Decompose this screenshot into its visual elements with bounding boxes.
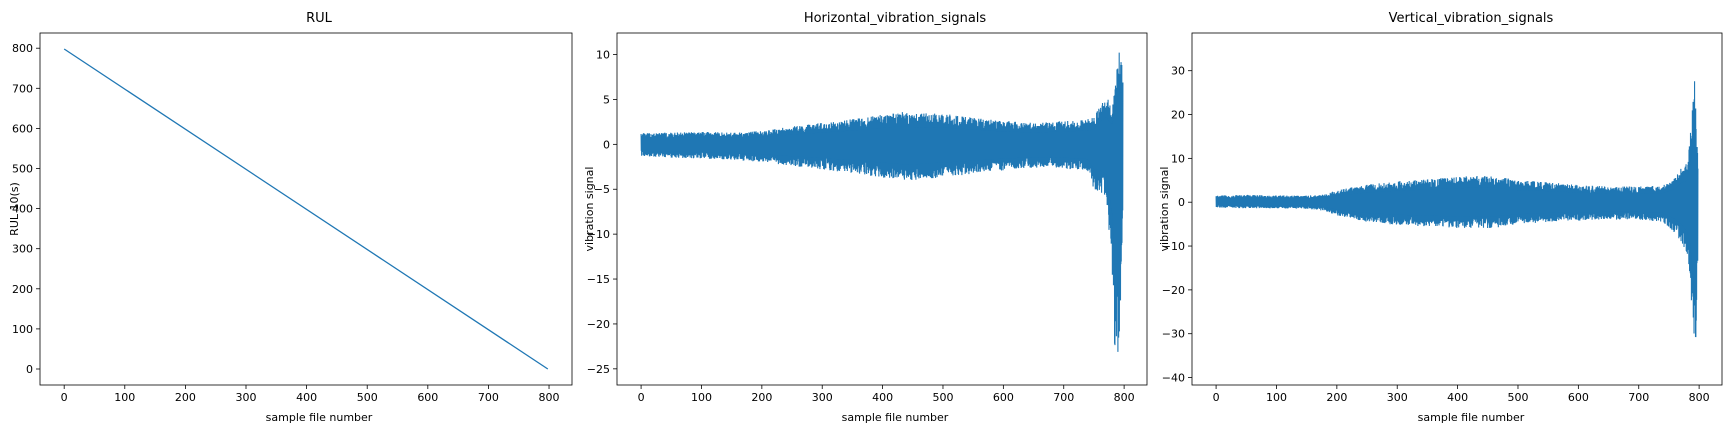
x-tick-label: 400: [296, 391, 317, 404]
vertical-vibration-chart: Vertical_vibration_signals sample file n…: [1158, 11, 1723, 424]
x-tick-label: 800: [1114, 391, 1135, 404]
x-tick-label: 800: [539, 391, 560, 404]
y-tick-label: 0: [26, 363, 33, 376]
x-tick-label: 200: [175, 391, 196, 404]
x-tick-label: 600: [417, 391, 438, 404]
x-tick-label: 0: [61, 391, 68, 404]
y-tick-label: −20: [587, 318, 610, 331]
y-tick-label: −40: [1162, 372, 1185, 385]
x-tick-label: 400: [1447, 391, 1468, 404]
y-tick-label: −10: [1162, 240, 1185, 253]
vibration-signal-band: [1216, 118, 1698, 294]
horizontal-vibration-chart: Horizontal_vibration_signals sample file…: [583, 11, 1148, 424]
y-tick-label: 200: [12, 283, 33, 296]
horizontal-vibration-chart-title: Horizontal_vibration_signals: [804, 11, 987, 26]
y-tick-label: 5: [603, 93, 610, 106]
x-tick-label: 300: [1387, 391, 1408, 404]
x-tick-label: 100: [114, 391, 135, 404]
horizontal-vibration-chart-xlabel: sample file number: [842, 411, 949, 424]
horizontal-vibration-chart-plot-area: [616, 32, 1148, 386]
vertical-vibration-chart-ticks: 0 100 200 300 400 500 600 700 800 −40 −30 −20 −10 0 10…: [1162, 65, 1710, 404]
y-tick-label: 700: [12, 82, 33, 95]
y-tick-label: 20: [1171, 109, 1185, 122]
vibration-signal-band: [641, 91, 1123, 269]
rul-chart-ticks: 0 100 200 300 400 500 600 700 800 0 100 200 300 400 50…: [12, 42, 560, 404]
x-tick-label: 500: [357, 391, 378, 404]
x-tick-label: 500: [1507, 391, 1528, 404]
vertical-vibration-chart-xlabel: sample file number: [1418, 411, 1525, 424]
x-tick-label: 100: [691, 391, 712, 404]
x-tick-label: 700: [1053, 391, 1074, 404]
x-tick-label: 0: [1213, 391, 1220, 404]
x-tick-label: 700: [478, 391, 499, 404]
rul-chart-title: RUL: [306, 11, 333, 26]
horizontal-vibration-chart-axes-frame: [616, 32, 1148, 386]
y-tick-label: −15: [587, 273, 610, 286]
y-tick-label: 0: [603, 138, 610, 151]
y-tick-label: 30: [1171, 65, 1185, 78]
y-tick-label: −20: [1162, 284, 1185, 297]
vertical-vibration-chart-axes-frame: [1191, 32, 1723, 386]
rul-chart-ylabel: RUL 10(s): [8, 182, 21, 236]
x-tick-label: 200: [1326, 391, 1347, 404]
x-tick-label: 300: [812, 391, 833, 404]
vertical-vibration-chart-ylabel: vibration signal: [1158, 167, 1171, 252]
y-tick-label: −10: [587, 228, 610, 241]
y-tick-label: 300: [12, 243, 33, 256]
series-line: [63, 48, 549, 370]
rul-chart-axes-frame: [39, 32, 573, 386]
x-tick-label: 600: [993, 391, 1014, 404]
x-tick-label: 600: [1568, 391, 1589, 404]
y-tick-label: 0: [1178, 196, 1185, 209]
horizontal-vibration-chart-ticks: 0 100 200 300 400 500 600 700 800 −25 −20 −15 −10 −5 0…: [587, 49, 1135, 404]
rul-chart-plot-area: [39, 32, 573, 386]
rul-chart-xlabel: sample file number: [266, 411, 373, 424]
y-tick-label: 10: [596, 49, 610, 62]
y-tick-label: −5: [594, 183, 610, 196]
x-tick-label: 800: [1689, 391, 1710, 404]
x-tick-label: 500: [932, 391, 953, 404]
y-tick-label: 500: [12, 162, 33, 175]
y-tick-label: 10: [1171, 152, 1185, 165]
y-tick-label: −30: [1162, 328, 1185, 341]
x-tick-label: 400: [872, 391, 893, 404]
x-tick-label: 0: [638, 391, 645, 404]
horizontal-vibration-chart-ylabel: vibration signal: [583, 167, 596, 252]
y-tick-label: 800: [12, 42, 33, 55]
rul-chart: RUL sample file number RUL 10(s) 0 100 200…: [8, 11, 573, 424]
y-tick-label: 100: [12, 323, 33, 336]
vertical-vibration-chart-plot-area: [1191, 32, 1723, 386]
x-tick-label: 200: [751, 391, 772, 404]
x-tick-label: 700: [1628, 391, 1649, 404]
y-tick-label: 400: [12, 203, 33, 216]
y-tick-label: 600: [12, 122, 33, 135]
x-tick-label: 300: [236, 391, 257, 404]
vertical-vibration-chart-title: Vertical_vibration_signals: [1389, 11, 1554, 26]
y-tick-label: −25: [587, 363, 610, 376]
x-tick-label: 100: [1266, 391, 1287, 404]
